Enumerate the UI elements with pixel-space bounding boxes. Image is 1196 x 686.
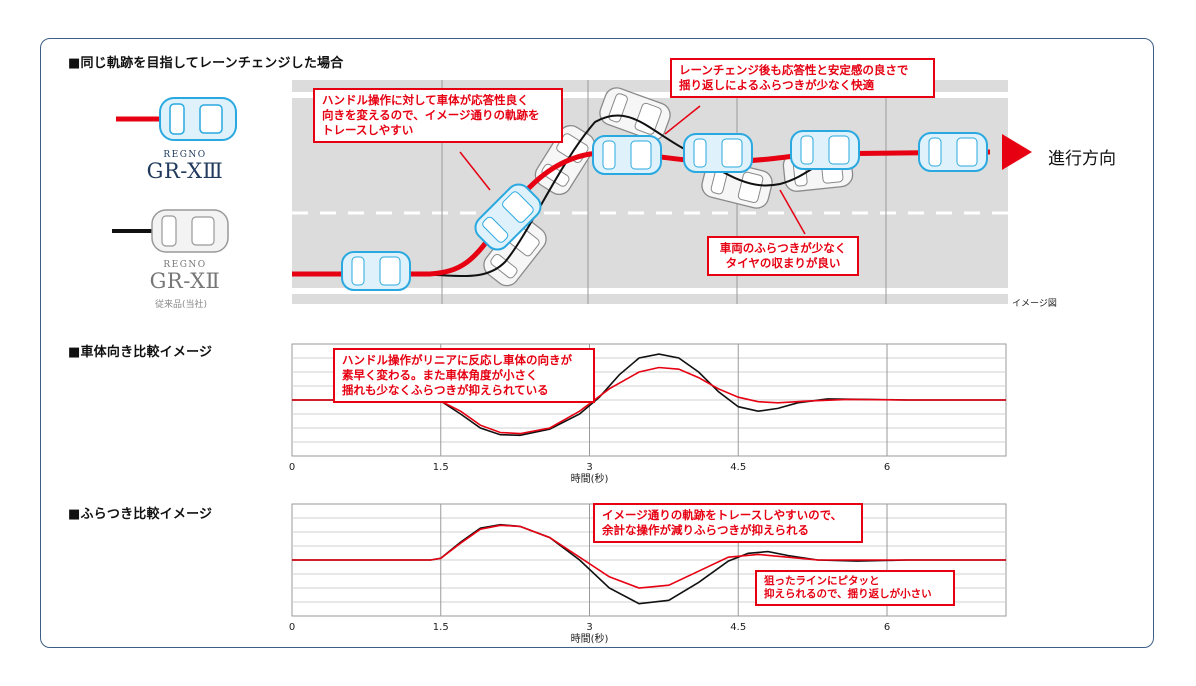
image-caption: イメージ図: [1012, 299, 1057, 309]
x-tick-label: 6: [884, 462, 890, 473]
new-car-4: [683, 133, 753, 173]
legend-old-tire-label: REGNO GR-XⅡ: [135, 260, 235, 292]
new-car-6: [918, 132, 988, 172]
section-title-lane-change: ■同じ軌跡を目指してレーンチェンジした場合: [68, 56, 344, 71]
new-car-2: [474, 183, 542, 251]
road-shoulder-bottom: [292, 294, 1008, 304]
callout-small-rebound: 狙ったラインにピタッと 抑えられるので、揺り返しが小さい: [755, 570, 955, 606]
legend-new-tire-label: REGNO GR-XⅢ: [135, 150, 235, 182]
x-axis-label: 時間(秒): [571, 632, 609, 645]
direction-label: 進行方向: [1048, 149, 1116, 169]
new-car-3: [592, 135, 662, 175]
series-line-new: [292, 524, 1006, 589]
legend-old-tire-car: [112, 209, 229, 253]
x-tick-label: 3: [586, 622, 592, 633]
x-axis-label: 時間(秒): [571, 472, 609, 485]
x-tick-label: 0: [289, 462, 295, 473]
section-title-heading-compare: ■車体向き比較イメージ: [68, 345, 213, 360]
diagram-frame: [40, 38, 1154, 648]
callout-tire-settle: 車両のふらつきが少なく タイヤの収まりが良い: [707, 236, 859, 276]
callout-linear-response: ハンドル操作がリニアに反応し車体の向きが 素早く変わる。また車体角度が小さく 揺…: [333, 348, 595, 403]
legend-new-brand: REGNO: [163, 150, 207, 160]
x-tick-label: 0: [289, 622, 295, 633]
legend-old-note: 従来品(当社): [155, 300, 208, 310]
x-tick-label: 4.5: [730, 622, 746, 633]
callout-less-operation: イメージ通りの軌跡をトレースしやすいので、 余計な操作が減りふらつきが抑えられる: [593, 503, 863, 543]
new-car-1: [341, 251, 411, 291]
trajectory-old: [292, 114, 990, 277]
x-tick-label: 4.5: [730, 462, 746, 473]
callout-after-lane-change: レーンチェンジ後も応答性と安定感の良さで 揺り返しによるふらつきが少なく快適: [670, 58, 935, 98]
direction-arrow: [1002, 134, 1032, 170]
ghost-car-3: [599, 87, 671, 141]
x-tick-label: 1.5: [433, 462, 449, 473]
x-tick-label: 6: [884, 622, 890, 633]
legend-new-tire-car: [116, 97, 237, 141]
legend-old-brand: REGNO: [163, 260, 207, 270]
new-car-5: [790, 130, 860, 170]
series-line-new: [292, 366, 1006, 435]
callout-steering-response: ハンドル操作に対して車体が応答性良く 向きを変えるので、イメージ通りの軌跡を ト…: [313, 88, 563, 143]
legend-new-model: GR-XⅢ: [146, 159, 224, 183]
x-tick-label: 1.5: [433, 622, 449, 633]
legend-old-model: GR-XⅡ: [149, 269, 221, 293]
x-tick-label: 3: [586, 462, 592, 473]
section-title-sway-compare: ■ふらつき比較イメージ: [68, 507, 213, 522]
